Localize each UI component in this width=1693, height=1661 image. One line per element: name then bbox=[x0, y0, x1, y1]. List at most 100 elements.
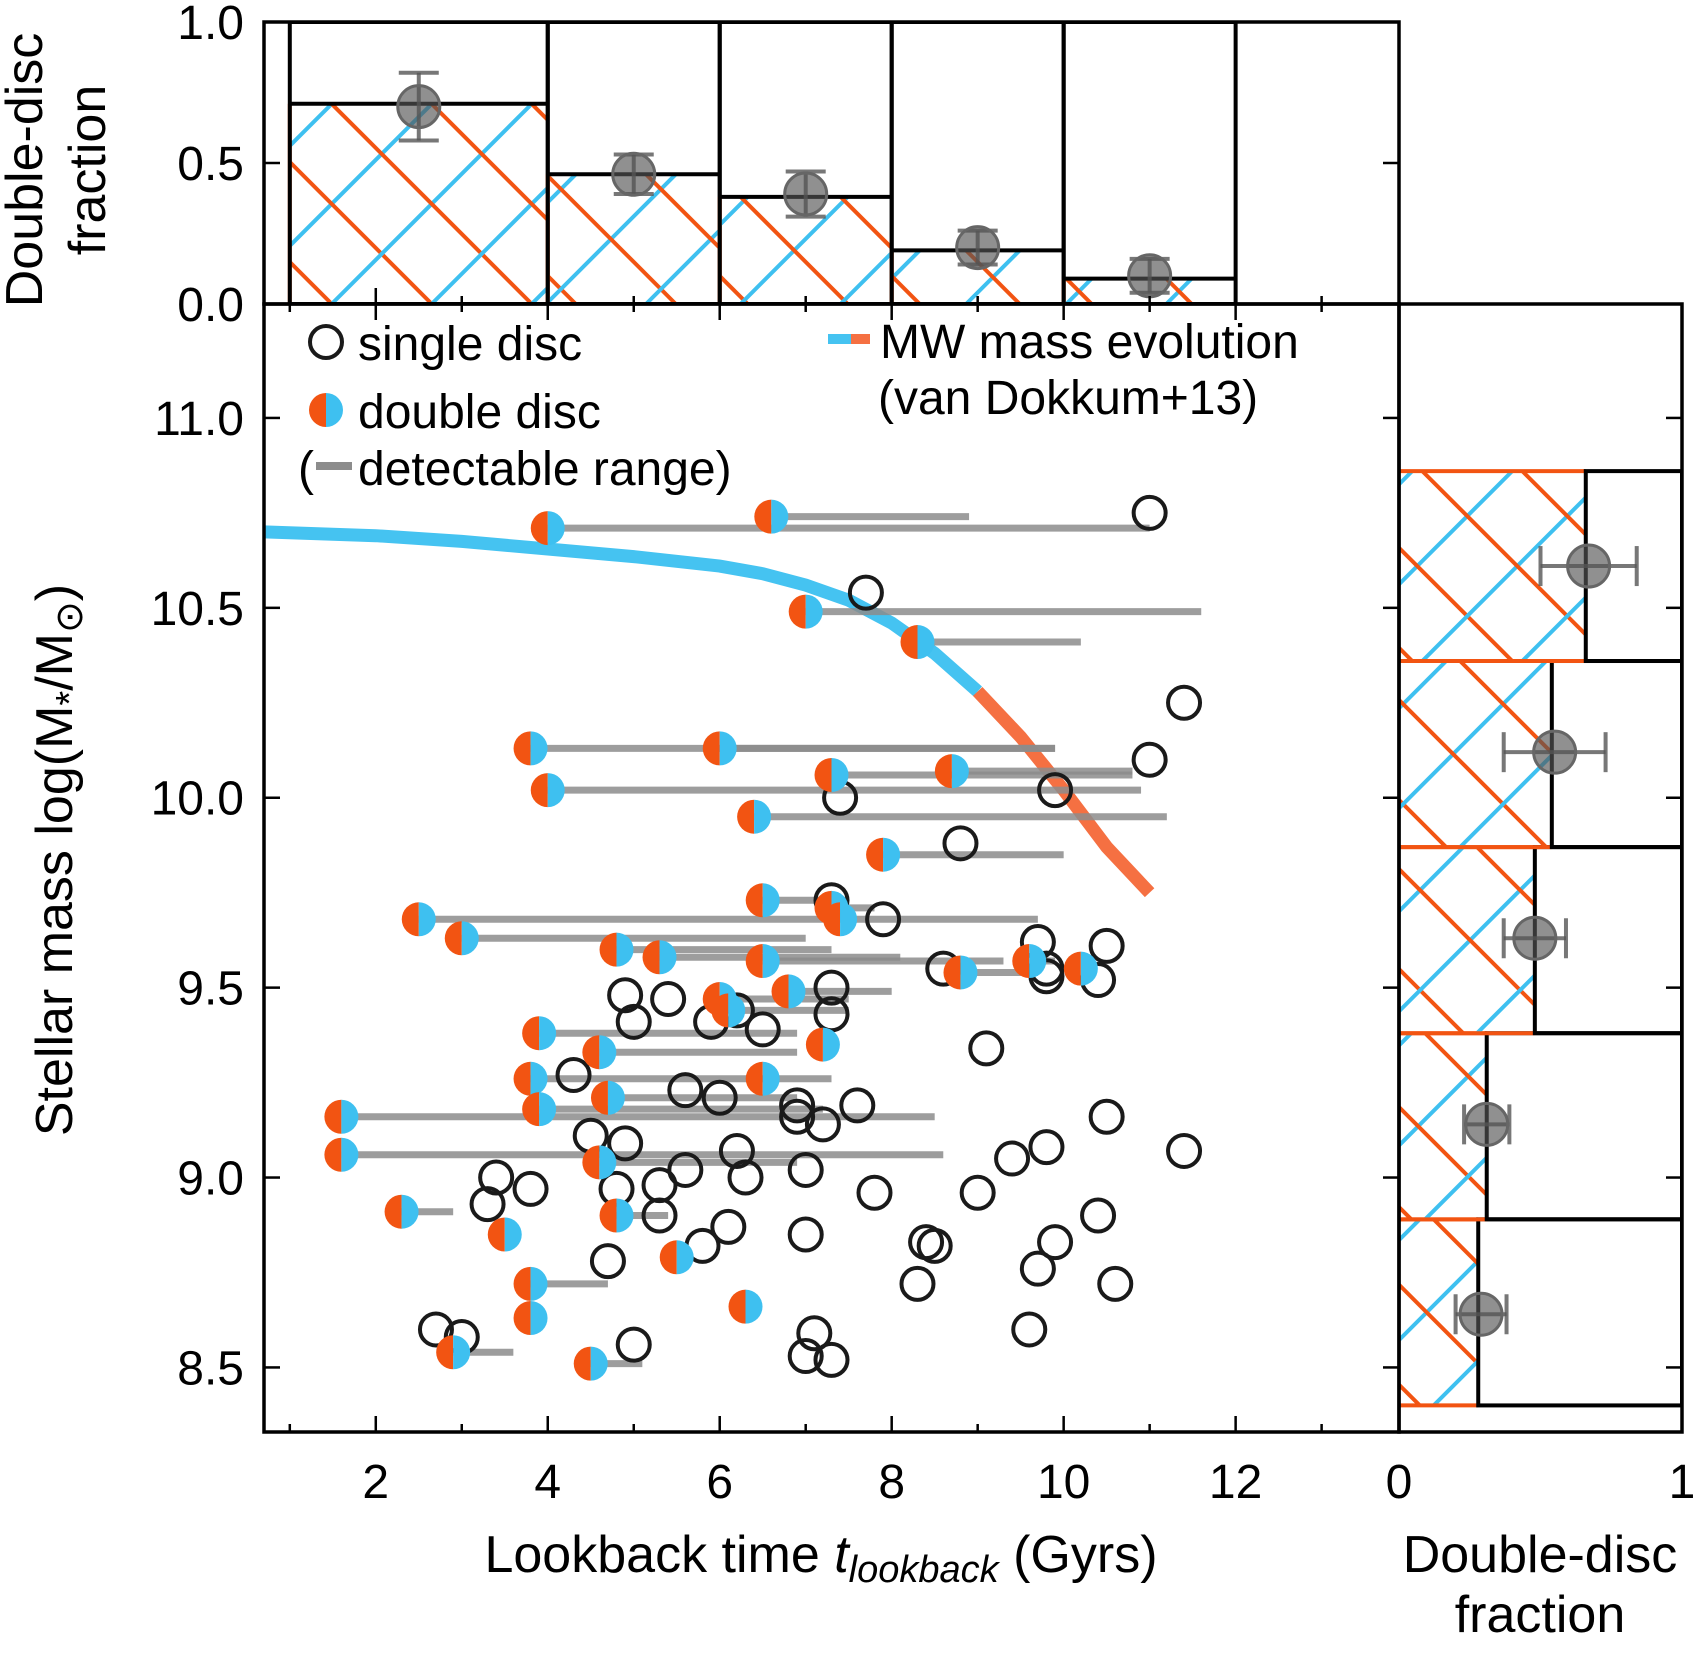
single-disc-point-56 bbox=[589, 1243, 626, 1280]
main-x-tick-label-0: 2 bbox=[362, 1456, 389, 1509]
main-x-tick-label-2: 6 bbox=[706, 1456, 733, 1509]
double-disc-point-3 bbox=[900, 625, 935, 660]
double-disc-point-12 bbox=[401, 902, 436, 937]
single-disc-point-28 bbox=[839, 1087, 876, 1124]
single-disc-point-50 bbox=[1080, 1197, 1117, 1234]
double-disc-point-40 bbox=[728, 1289, 763, 1324]
double-disc-point-16 bbox=[599, 932, 634, 967]
right-bar-hatch-1 bbox=[1399, 1033, 1487, 1220]
single-disc-point-39 bbox=[667, 1151, 704, 1188]
double-disc-point-11 bbox=[745, 883, 780, 918]
double-disc-point-10 bbox=[866, 837, 901, 872]
main-y-tick-label-4: 10.5 bbox=[151, 583, 244, 636]
single-disc-point-3 bbox=[1131, 741, 1168, 778]
double-disc-point-27 bbox=[805, 1027, 840, 1062]
single-disc-point-38 bbox=[478, 1159, 515, 1196]
single-disc-point-41 bbox=[727, 1159, 764, 1196]
double-disc-point-43 bbox=[573, 1346, 608, 1381]
right-x-tick-label-1: 1 bbox=[1669, 1456, 1693, 1509]
single-disc-point-47 bbox=[959, 1174, 996, 1211]
double-disc-point-42 bbox=[436, 1335, 471, 1370]
mw-track-layer bbox=[264, 525, 1155, 898]
legend-range-label: detectable range) bbox=[358, 443, 732, 496]
single-disc-point-26 bbox=[701, 1079, 738, 1116]
double-disc-point-6 bbox=[530, 773, 565, 808]
legend: single disc double disc ( detectable ran… bbox=[298, 316, 1299, 496]
double-disc-point-30 bbox=[745, 1061, 780, 1096]
single-disc-point-10 bbox=[1088, 927, 1125, 964]
right-fraction-point-2 bbox=[1501, 915, 1568, 961]
single-disc-point-18 bbox=[615, 1003, 652, 1040]
double-disc-point-39 bbox=[513, 1266, 548, 1301]
top-y-tick-label-2: 1.0 bbox=[177, 0, 244, 50]
top-bar-hatch-4 bbox=[1064, 278, 1194, 304]
main-y-axis-label: Stellar mass log(M*/M⊙) bbox=[26, 584, 91, 1136]
double-disc-point-18 bbox=[745, 944, 780, 979]
single-disc-point-58 bbox=[1097, 1265, 1134, 1302]
top-y-axis-label-line2: fraction bbox=[59, 85, 117, 256]
main-y-tick-label-3: 10.0 bbox=[151, 773, 244, 826]
single-disc-point-37 bbox=[1166, 1132, 1203, 1169]
main-y-tick-label-2: 9.5 bbox=[177, 963, 244, 1016]
single-disc-point-42 bbox=[641, 1167, 678, 1204]
double-disc-point-19 bbox=[1012, 944, 1047, 979]
right-fraction-point-0 bbox=[1453, 1291, 1509, 1337]
double-disc-point-29 bbox=[590, 1080, 625, 1115]
double-disc-point-35 bbox=[384, 1194, 419, 1229]
single-disc-point-16 bbox=[607, 977, 644, 1014]
double-disc-point-20 bbox=[1063, 951, 1098, 986]
right-x-axis-label-line1: Double-disc bbox=[1403, 1526, 1678, 1584]
single-disc-point-45 bbox=[469, 1186, 506, 1223]
single-disc-point-15 bbox=[813, 969, 850, 1006]
double-disc-point-8 bbox=[934, 754, 969, 789]
single-disc-point-40 bbox=[787, 1151, 824, 1188]
right-x-tick-label-0: 0 bbox=[1386, 1456, 1413, 1509]
right-fraction-point-3 bbox=[1501, 729, 1608, 775]
double-disc-point-37 bbox=[487, 1217, 522, 1252]
single-disc-point-59 bbox=[899, 1265, 936, 1302]
right-x-axis-label-line2: fraction bbox=[1455, 1586, 1626, 1644]
right-bin-box-0 bbox=[1476, 1217, 1682, 1408]
main-x-axis-label: Lookback time tlookback (Gyrs) bbox=[484, 1526, 1157, 1591]
legend-double-disc-marker bbox=[309, 393, 343, 427]
double-disc-point-24 bbox=[711, 993, 746, 1028]
single-disc-point-64 bbox=[615, 1326, 652, 1363]
right-axes-frame bbox=[1397, 302, 1684, 1434]
single-disc-point-27 bbox=[779, 1087, 816, 1124]
single-disc-point-51 bbox=[787, 1216, 824, 1253]
top-fraction-point-3 bbox=[955, 225, 1001, 271]
single-disc-point-4 bbox=[1037, 772, 1074, 809]
single-disc-point-6 bbox=[942, 825, 979, 862]
double-disc-point-26 bbox=[582, 1035, 617, 1070]
single-disc-point-0 bbox=[1131, 494, 1168, 531]
double-disc-point-21 bbox=[943, 955, 978, 990]
legend-double-disc-label: double disc bbox=[358, 386, 601, 439]
right-bar-hatch-0 bbox=[1399, 1219, 1479, 1406]
main-y-tick-label-0: 8.5 bbox=[177, 1342, 244, 1395]
single-disc-point-21 bbox=[744, 1011, 781, 1048]
single-disc-point-49 bbox=[710, 1208, 747, 1245]
main-y-tick-label-5: 11.0 bbox=[154, 393, 244, 446]
single-disc-point-1 bbox=[847, 574, 884, 611]
double-disc-point-1 bbox=[754, 499, 789, 534]
top-y-tick-label-1: 0.5 bbox=[177, 138, 244, 191]
single-disc-point-30 bbox=[779, 1098, 816, 1135]
double-disc-point-32 bbox=[324, 1099, 359, 1134]
legend-single-disc-marker bbox=[308, 324, 344, 360]
right-bin-box-1 bbox=[1484, 1031, 1682, 1222]
single-disc-point-29 bbox=[804, 1106, 841, 1143]
single-disc-point-62 bbox=[796, 1315, 833, 1352]
top-y-tick-label-0: 0.0 bbox=[177, 279, 244, 332]
top-histogram-layer bbox=[287, 22, 1238, 304]
top-bar-hatch-2 bbox=[719, 196, 892, 304]
right-fraction-point-4 bbox=[1538, 543, 1639, 589]
double-disc-point-14 bbox=[823, 902, 858, 937]
legend-single-disc-label: single disc bbox=[358, 318, 582, 371]
single-disc-point-33 bbox=[607, 1125, 644, 1162]
double-disc-point-25 bbox=[522, 1016, 557, 1051]
double-disc-point-41 bbox=[513, 1301, 548, 1336]
single-disc-point-17 bbox=[650, 981, 687, 1018]
double-disc-point-2 bbox=[788, 594, 823, 629]
right-bar-hatch-4 bbox=[1399, 471, 1586, 662]
single-disc-point-24 bbox=[555, 1056, 592, 1093]
